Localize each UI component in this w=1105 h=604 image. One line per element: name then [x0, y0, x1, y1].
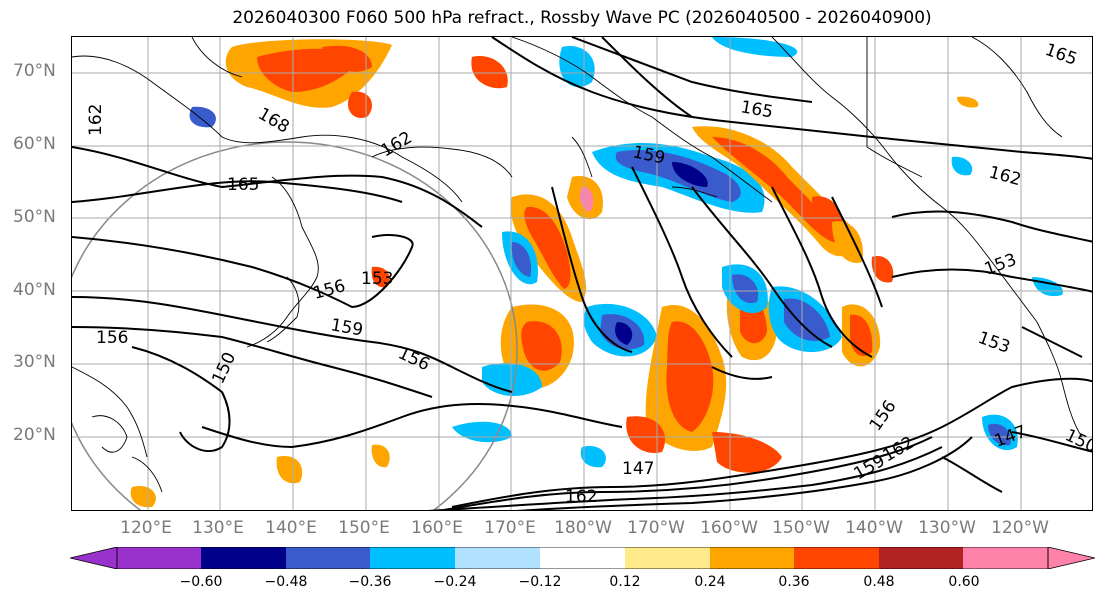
lon-label: 120°W [991, 518, 1049, 538]
coastlines [72, 37, 1083, 493]
colorbar-tick-label: 0.12 [609, 574, 641, 590]
contour-label: 165 [739, 97, 774, 122]
colorbar-tick-label: −0.24 [433, 574, 477, 590]
colorbar-tick-label: −0.12 [518, 574, 562, 590]
colorbar-segment [963, 547, 1048, 569]
colorbar-segment [540, 547, 625, 569]
lon-label: 170°W [627, 518, 685, 538]
contour-label: 147 [622, 459, 654, 479]
map-panel[interactable]: 168 165 165 162 162 162 159 159 156 156 … [71, 36, 1093, 511]
contour-label: 165 [1042, 40, 1079, 70]
lon-label: 170°E [484, 518, 536, 538]
colorbar-segment [710, 547, 794, 569]
contour-label: 156 [96, 328, 128, 348]
lat-label-30n: 30°N [13, 352, 56, 372]
contour-label: 156 [311, 276, 348, 304]
colorbar-segment [879, 547, 963, 569]
contour-label: 156 [395, 343, 433, 375]
colorbar-segment [286, 547, 370, 569]
contour-label: 165 [227, 175, 259, 195]
colorbar-segment [117, 547, 201, 569]
lon-label: 160°E [411, 518, 463, 538]
lon-label: 180°W [554, 518, 612, 538]
region-ellipse [72, 141, 518, 510]
chart-title: 2026040300 F060 500 hPa refract., Rossby… [232, 8, 932, 28]
contour-label: 156 [866, 397, 901, 435]
colorbar-tick-label: 0.60 [948, 574, 980, 590]
colorbar-extend-left [70, 547, 118, 569]
contour-label: 162 [565, 487, 597, 507]
colorbar-segment [455, 547, 540, 569]
colorbar-segment [370, 547, 455, 569]
contour-label: 150 [1062, 425, 1093, 457]
lat-label-40n: 40°N [13, 280, 56, 300]
graticule [72, 37, 1092, 510]
contour-label: 162 [987, 163, 1024, 191]
colorbar-tick-label: −0.36 [348, 574, 392, 590]
colorbar-segment [625, 547, 710, 569]
colorbar [70, 547, 1095, 569]
colorbar-tick-label: −0.60 [179, 574, 223, 590]
lat-label-50n: 50°N [13, 207, 56, 227]
lon-label: 130°E [192, 518, 244, 538]
lon-label: 140°E [265, 518, 317, 538]
contour-label: 168 [255, 104, 293, 138]
lon-label: 150°W [772, 518, 830, 538]
colorbar-segment [201, 547, 286, 569]
contour-label: 153 [975, 328, 1012, 358]
colorbar-tick-label: 0.48 [863, 574, 895, 590]
lat-label-60n: 60°N [13, 134, 56, 154]
contour-label: 150 [208, 349, 240, 387]
colorbar-segment [794, 547, 879, 569]
contour-label: 162 [86, 104, 106, 136]
contour-label: 153 [982, 250, 1019, 280]
colorbar-tick-label: −0.48 [264, 574, 308, 590]
colorbar-tick-label: 0.24 [694, 574, 726, 590]
lon-label: 130°W [918, 518, 976, 538]
lon-label: 120°E [120, 518, 172, 538]
height-contours [72, 37, 1092, 510]
contour-label: 162 [378, 128, 416, 162]
contour-label: 162 [880, 433, 918, 467]
colorbar-tick-label: 0.36 [778, 574, 810, 590]
lat-label-70n: 70°N [13, 61, 56, 81]
lon-label: 150°E [338, 518, 390, 538]
lon-label: 140°W [845, 518, 903, 538]
lat-label-20n: 20°N [13, 425, 56, 445]
contour-label: 153 [361, 269, 393, 289]
lon-label: 160°W [700, 518, 758, 538]
colorbar-extend-right [1047, 547, 1095, 569]
map-plot: 168 165 165 162 162 162 159 159 156 156 … [72, 37, 1093, 510]
